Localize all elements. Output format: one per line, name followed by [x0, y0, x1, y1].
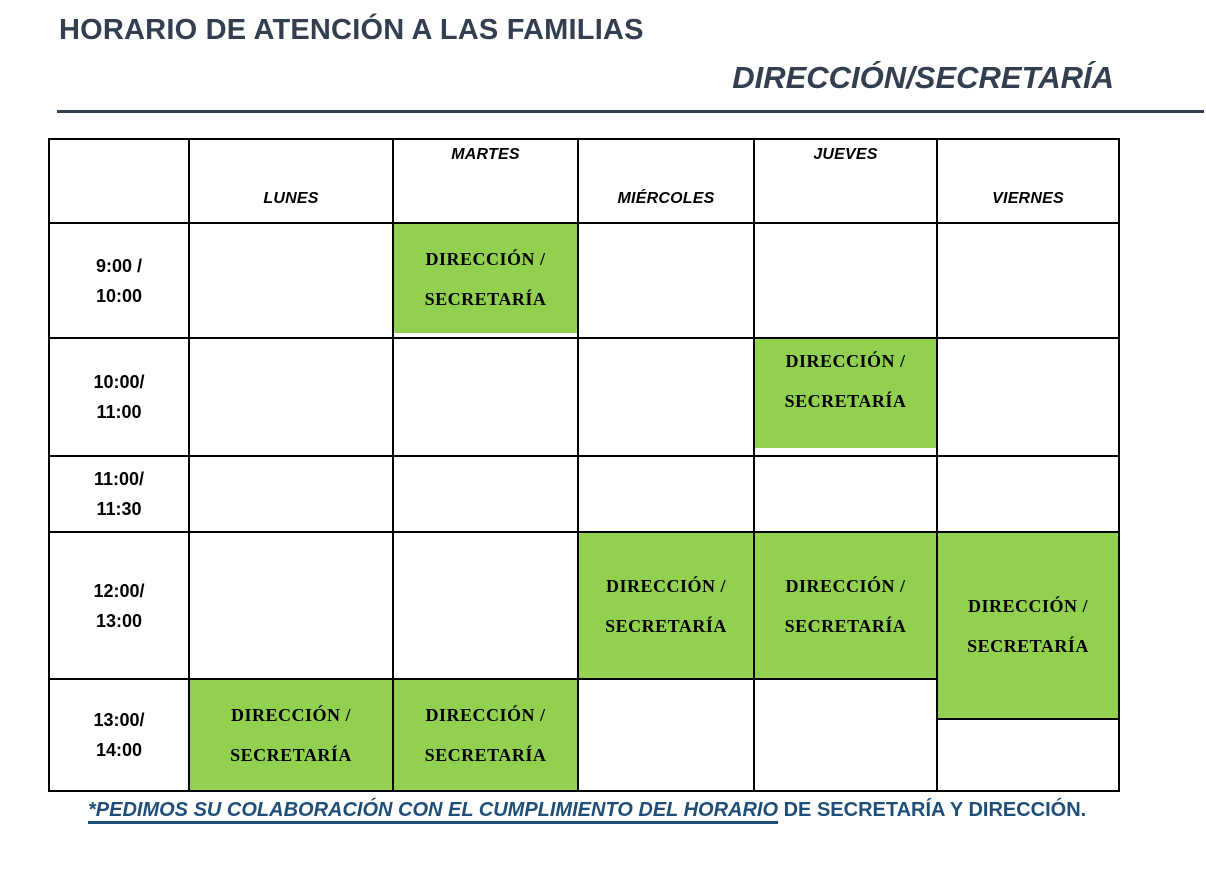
time-slot-1000-1100: 10:00/ 11:00: [48, 337, 190, 457]
cell-martes-1100: [392, 455, 579, 533]
cell-martes-1000: [392, 337, 579, 457]
cell-lunes-1300: DIRECCIÓN / SECRETARÍA: [188, 678, 394, 792]
cell-lunes-1200: [188, 531, 394, 680]
cell-miercoles-1100: [577, 455, 755, 533]
day-header-martes: MARTES: [392, 138, 579, 224]
cell-viernes-1200-1400: DIRECCIÓN / SECRETARÍA: [936, 531, 1120, 792]
availability-label: DIRECCIÓN / SECRETARÍA: [784, 351, 907, 411]
cell-jueves-1300: [753, 678, 938, 792]
cell-martes-1300: DIRECCIÓN / SECRETARÍA: [392, 678, 579, 792]
availability-label: DIRECCIÓN / SECRETARÍA: [424, 248, 547, 309]
availability-label: DIRECCIÓN / SECRETARÍA: [424, 705, 547, 765]
cell-lunes-0900: [188, 222, 394, 339]
schedule-table: LUNES MARTES MIÉRCOLES JUEVES VIERNES 9:…: [48, 138, 1120, 792]
availability-label: DIRECCIÓN / SECRETARÍA: [605, 575, 727, 636]
cell-lunes-1000: [188, 337, 394, 457]
availability-label: DIRECCIÓN / SECRETARÍA: [784, 575, 907, 636]
cell-miercoles-1300: [577, 678, 755, 792]
page-subtitle: DIRECCIÓN/SECRETARÍA: [732, 60, 1114, 95]
availability-label: DIRECCIÓN / SECRETARÍA: [230, 705, 352, 765]
footnote-underlined-text: *PEDIMOS SU COLABORACIÓN CON EL CUMPLIMI…: [88, 799, 779, 821]
header-row: LUNES MARTES MIÉRCOLES JUEVES VIERNES: [48, 138, 1120, 224]
highlight-block-martes-0900: DIRECCIÓN / SECRETARÍA: [395, 225, 576, 333]
cell-miercoles-0900: [577, 222, 755, 339]
highlight-block-jueves-1000: DIRECCIÓN / SECRETARÍA: [756, 340, 935, 448]
cell-jueves-1000: DIRECCIÓN / SECRETARÍA: [753, 337, 938, 457]
time-slot-0900-1000: 9:00 / 10:00: [48, 222, 190, 339]
title-divider: [57, 110, 1204, 113]
cell-jueves-1100: [753, 455, 938, 533]
cell-jueves-0900: [753, 222, 938, 339]
row-1300-1400: 13:00/ 14:00 DIRECCIÓN / SECRETARÍA DIRE…: [48, 678, 1119, 792]
cell-martes-1200: [392, 531, 579, 680]
row-0900-1000: 9:00 / 10:00 DIRECCIÓN / SECRETARÍA: [48, 222, 1120, 339]
cell-miercoles-1200: DIRECCIÓN / SECRETARÍA: [577, 531, 755, 680]
footnote-plain-text: DE SECRETARÍA Y DIRECCIÓN.: [778, 799, 1087, 821]
cell-viernes-1000: [936, 337, 1120, 457]
availability-label: DIRECCIÓN / SECRETARÍA: [967, 595, 1089, 656]
cell-viernes-1100: [936, 455, 1120, 533]
day-header-lunes: LUNES: [188, 138, 394, 224]
row-1100-1130: 11:00/ 11:30: [48, 455, 1120, 533]
row-1200-1300: 12:00/ 13:00 DIRECCIÓN / SECRETARÍA DIRE…: [48, 531, 1120, 792]
cell-viernes-0900: [936, 222, 1120, 339]
footnote: *PEDIMOS SU COLABORACIÓN CON EL CUMPLIMI…: [88, 799, 1086, 822]
cell-martes-0900: DIRECCIÓN / SECRETARÍA: [392, 222, 579, 339]
time-slot-1200-1300: 12:00/ 13:00: [48, 531, 190, 680]
day-header-jueves: JUEVES: [753, 138, 938, 224]
time-slot-1100-1130: 11:00/ 11:30: [48, 455, 190, 533]
page-title: HORARIO DE ATENCIÓN A LAS FAMILIAS: [59, 14, 644, 46]
time-slot-1300-1400: 13:00/ 14:00: [48, 678, 190, 792]
cell-miercoles-1000: [577, 337, 755, 457]
highlight-block-viernes-1200: DIRECCIÓN / SECRETARÍA: [939, 534, 1117, 720]
cell-jueves-1200: DIRECCIÓN / SECRETARÍA: [753, 531, 938, 680]
cell-lunes-1100: [188, 455, 394, 533]
row-1000-1100: 10:00/ 11:00 DIRECCIÓN / SECRETARÍA: [48, 337, 1120, 457]
corner-cell: [48, 138, 190, 224]
day-header-viernes: VIERNES: [936, 138, 1120, 224]
day-header-miercoles: MIÉRCOLES: [577, 138, 755, 224]
